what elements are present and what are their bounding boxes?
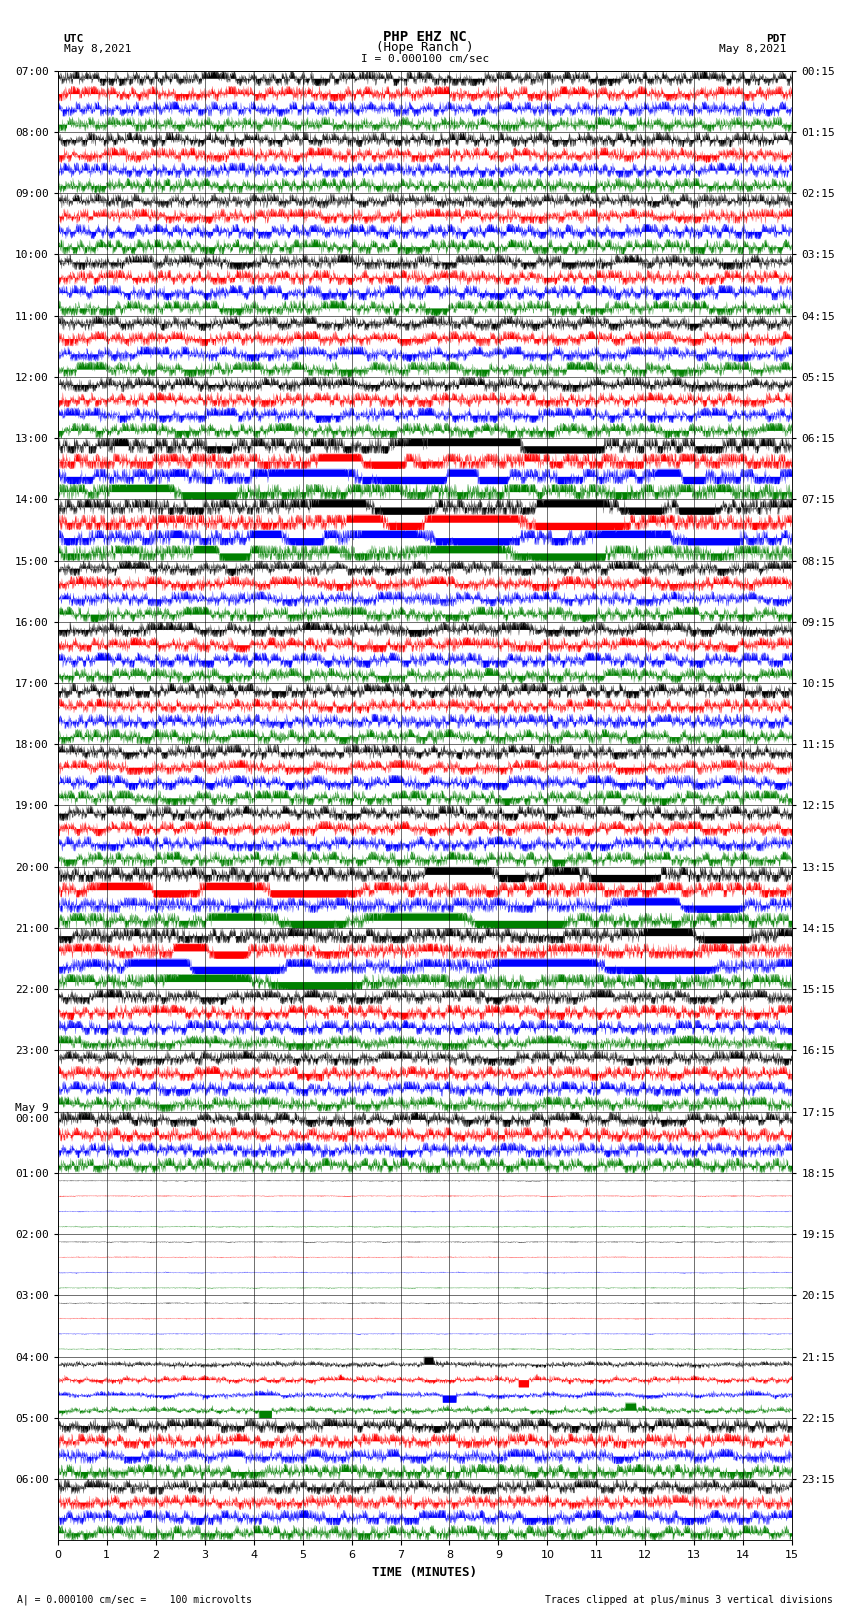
Text: UTC: UTC (64, 34, 84, 44)
Text: May 8,2021: May 8,2021 (719, 44, 786, 53)
Text: May 8,2021: May 8,2021 (64, 44, 131, 53)
Text: I = 0.000100 cm/sec: I = 0.000100 cm/sec (361, 53, 489, 65)
Text: (Hope Ranch ): (Hope Ranch ) (377, 40, 473, 53)
Text: A| = 0.000100 cm/sec =    100 microvolts: A| = 0.000100 cm/sec = 100 microvolts (17, 1594, 252, 1605)
Text: PDT: PDT (766, 34, 786, 44)
Text: PHP EHZ NC: PHP EHZ NC (383, 31, 467, 44)
Text: Traces clipped at plus/minus 3 vertical divisions: Traces clipped at plus/minus 3 vertical … (545, 1595, 833, 1605)
X-axis label: TIME (MINUTES): TIME (MINUTES) (372, 1566, 478, 1579)
